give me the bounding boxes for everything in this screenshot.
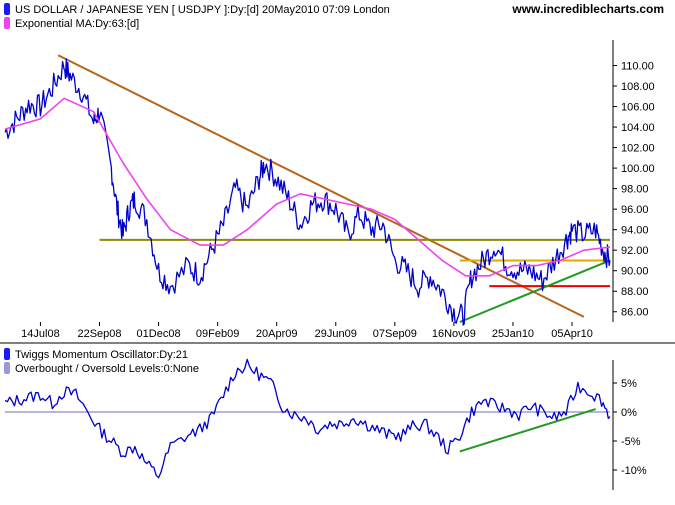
price-y-tick-label: 102.00 [621,143,655,155]
x-tick-label: 01Dec08 [137,328,181,340]
price-panel [4,54,611,326]
price-y-tick-label: 90.00 [621,266,649,278]
price-y-tick-label: 108.00 [621,81,655,93]
price-series-legend: US DOLLAR / JAPANESE YEN [ USDJPY ]:Dy:[… [15,4,390,16]
oscillator-panel [4,358,611,479]
oscillator-legend-icon [4,348,10,360]
x-tick-label: 09Feb09 [196,328,239,340]
x-tick-label: 20Apr09 [256,328,298,340]
price-series-line [4,58,611,326]
oscillator-y-tick-label: -10% [621,465,647,477]
price-y-tick-label: 106.00 [621,102,655,114]
price-y-tick-label: 86.00 [621,307,649,319]
website-label: www.incrediblecharts.com [511,2,664,16]
price-y-tick-label: 88.00 [621,286,649,298]
x-tick-label: 05Apr10 [551,328,593,340]
levels-series-legend: Overbought / Oversold Levels:0:None [15,363,199,375]
x-tick-label: 16Nov09 [432,328,476,340]
x-tick-label: 25Jan10 [492,328,534,340]
oscillator-y-tick-label: 5% [621,378,637,390]
x-tick-label: 22Sep08 [77,328,121,340]
ma-series-legend: Exponential MA:Dy:63:[d] [15,18,139,30]
x-tick-label: 14Jul08 [21,328,60,340]
price-y-tick-label: 100.00 [621,163,655,175]
price-y-tick-label: 92.00 [621,245,649,257]
background-layer: 110.00 108.00 106.00 104.00 102.00 100.00 98.0… [0,40,675,490]
ma-series-line [4,97,611,277]
oscillator-trendline [459,408,596,453]
levels-legend-icon [4,362,10,374]
oscillator-y-tick-label: -5% [621,436,641,448]
ma-legend-icon [4,17,10,29]
oscillator-series-legend: Twiggs Momentum Oscillator:Dy:21 [15,349,188,361]
rising-trendline [459,259,611,323]
price-y-tick-label: 104.00 [621,122,655,134]
oscillator-series-line [4,358,611,479]
price-legend-icon [4,3,10,15]
price-y-tick-label: 110.00 [621,61,654,73]
long-term-trendline [57,54,585,318]
x-tick-label: 29Jun09 [315,328,357,340]
x-tick-label: 07Sep09 [373,328,417,340]
price-y-tick-label: 94.00 [621,225,649,237]
price-y-tick-label: 96.00 [621,204,649,216]
oscillator-y-tick-label: 0% [621,407,637,419]
text-layer: US DOLLAR / JAPANESE YEN [ USDJPY ]:Dy:[… [4,2,664,375]
price-y-tick-label: 98.00 [621,184,649,196]
